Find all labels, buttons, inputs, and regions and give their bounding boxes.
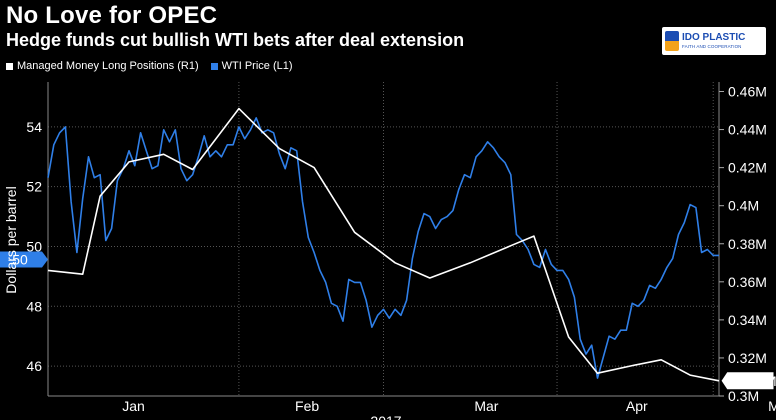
right-tick-label: 0.34M — [728, 312, 767, 328]
x-tick-label: May — [768, 398, 776, 414]
left-tick-label: 50 — [26, 238, 42, 254]
left-tick-label: 48 — [26, 298, 42, 314]
logo-name: IDO PLASTIC — [682, 31, 746, 43]
x-tick-label: Mar — [474, 398, 498, 414]
axis-labels: 46 48 50 52 54 Jan Feb Mar Apr May 2017 0.3M 0.32M 0.… — [0, 84, 776, 420]
chart-title: No Love for OPEC — [6, 2, 218, 29]
logo-mark-icon — [665, 31, 679, 51]
series-lines — [47, 107, 720, 382]
left-tick-label: 52 — [26, 179, 42, 195]
company-logo: IDO PLASTIC FAITH AND COOPERATION — [662, 27, 766, 55]
wti-price-line — [47, 117, 719, 379]
right-tick-label: 0.44M — [728, 122, 767, 138]
logo-tagline: FAITH AND COOPERATION — [682, 43, 742, 49]
right-tick-label: 0.36M — [728, 274, 767, 290]
chart-axes — [47, 82, 724, 397]
y-axis-label: Dollars per barrel — [3, 186, 19, 293]
right-tick-label: 0.46M — [728, 84, 767, 100]
left-value-badge-label: 50 — [12, 251, 28, 267]
right-tick-label: 0.4M — [728, 198, 759, 214]
right-tick-label: 0.32M — [728, 350, 767, 366]
x-tick-label: Feb — [295, 398, 319, 414]
left-tick-label: 54 — [26, 119, 42, 135]
right-value-badge-label: 0.308M — [730, 373, 776, 389]
right-value-badge — [720, 371, 775, 391]
chart-subtitle: Hedge funds cut bullish WTI bets after d… — [6, 30, 465, 50]
legend-item-price: WTI Price (L1) — [210, 60, 293, 72]
legend-item-positions: Managed Money Long Positions (R1) — [6, 60, 199, 72]
x-year-label: 2017 — [370, 413, 401, 420]
x-tick-label: Jan — [122, 398, 145, 414]
legend-swatch-blue-icon — [210, 62, 218, 70]
legend-label-price: WTI Price (L1) — [221, 60, 293, 72]
legend-label-positions: Managed Money Long Positions (R1) — [17, 60, 199, 72]
left-value-badge — [0, 251, 48, 268]
grid-lines — [47, 82, 719, 396]
chart-legend: Managed Money Long Positions (R1) WTI Pr… — [6, 60, 305, 72]
right-tick-label: 0.42M — [728, 160, 767, 176]
managed-money-line — [47, 107, 720, 382]
right-tick-label: 0.3M — [728, 388, 759, 404]
legend-swatch-white-icon — [6, 62, 13, 70]
left-tick-label: 46 — [26, 358, 42, 374]
x-tick-label: Apr — [626, 398, 648, 414]
right-tick-label: 0.38M — [728, 236, 767, 252]
